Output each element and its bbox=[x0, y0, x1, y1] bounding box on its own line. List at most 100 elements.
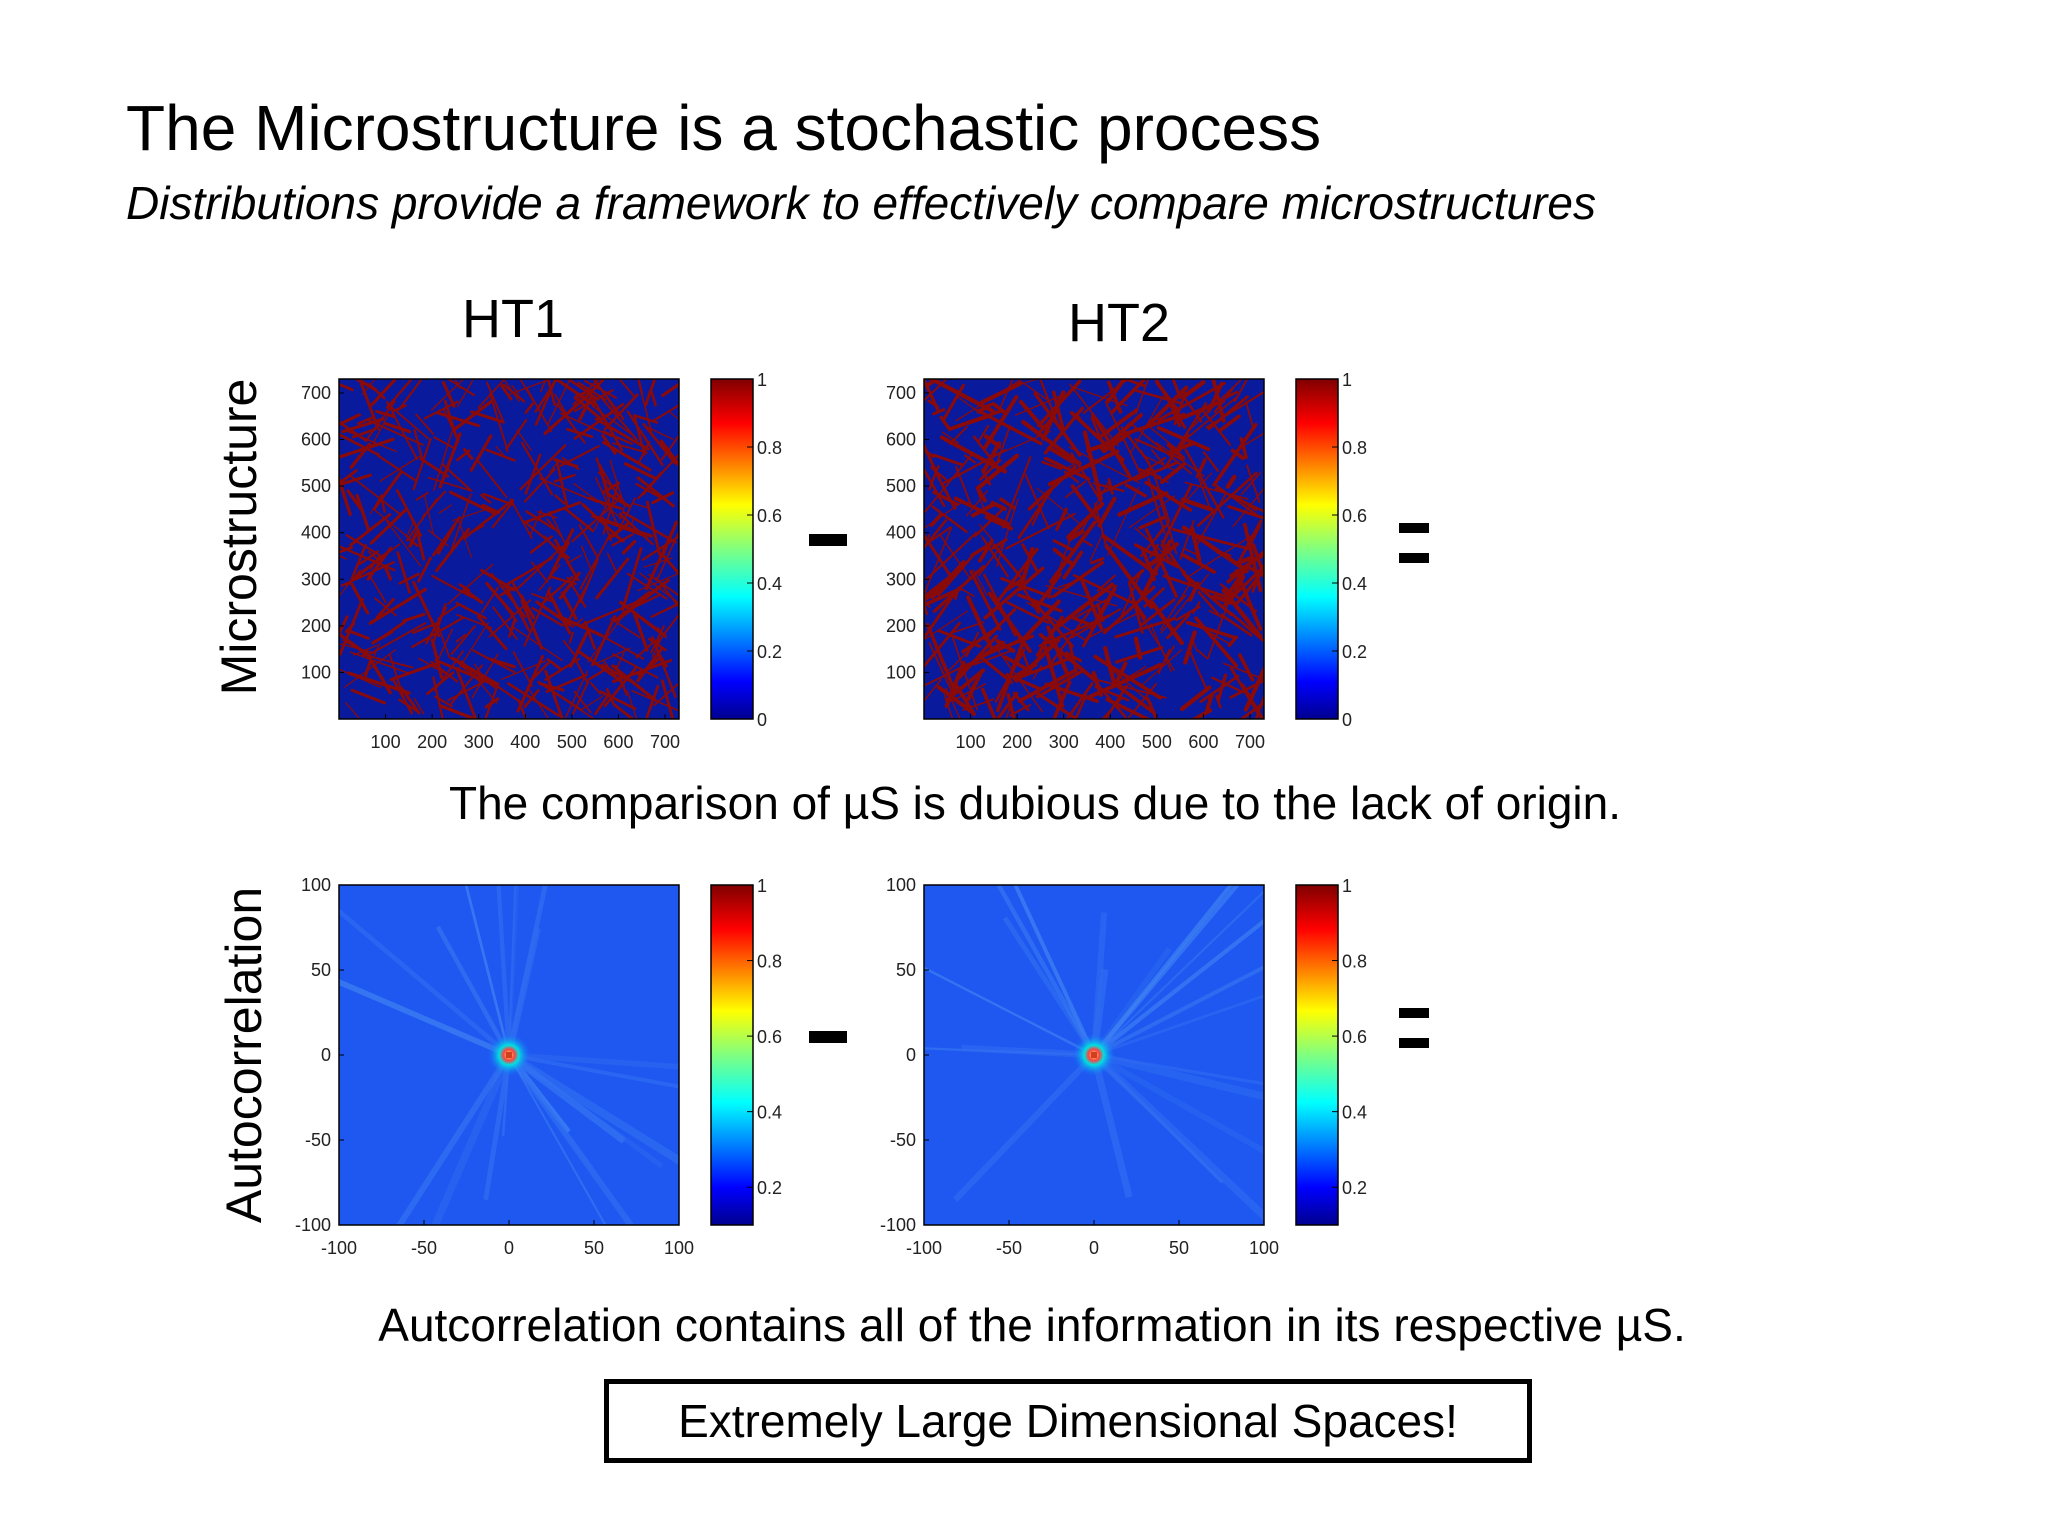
y-tick-label: 700 bbox=[886, 383, 916, 403]
slide-title: The Microstructure is a stochastic proce… bbox=[126, 92, 1322, 164]
colorbar-tick-label: 1 bbox=[1342, 370, 1352, 390]
heatmap-panel-1: 100 200 300 400 500 600 700 100 200 300 400 500 600 7… bbox=[301, 378, 680, 752]
boxed-callout-text: Extremely Large Dimensional Spaces! bbox=[678, 1395, 1458, 1447]
x-tick-label: 0 bbox=[504, 1238, 514, 1258]
colorbar-tick-label: 0.6 bbox=[1342, 506, 1367, 526]
x-tick-label: 200 bbox=[417, 732, 447, 752]
colorbar-tick-label: 0.2 bbox=[1342, 1178, 1367, 1198]
y-tick-label: -100 bbox=[880, 1215, 916, 1235]
x-tick-label: 500 bbox=[1142, 732, 1172, 752]
x-tick-label: 0 bbox=[1089, 1238, 1099, 1258]
colorbar: 0 0.2 0.4 0.6 0.8 1 bbox=[710, 370, 782, 730]
colorbar-scale bbox=[1295, 378, 1339, 720]
colorbar-tick-label: 0.4 bbox=[757, 574, 782, 594]
col-head-ht2: HT2 bbox=[1068, 293, 1171, 353]
colorbar-tick-label: 0.6 bbox=[1342, 1027, 1367, 1047]
x-tick-label: 300 bbox=[1049, 732, 1079, 752]
heatmap-panel-3: -100 -50 0 50 100 -100 -50 0 50 100 bbox=[295, 875, 694, 1258]
equals-operator-bottom-bar1 bbox=[1399, 1008, 1429, 1018]
x-tick-label: 50 bbox=[1169, 1238, 1189, 1258]
y-tick-label: 500 bbox=[301, 476, 331, 496]
x-tick-label: 700 bbox=[1235, 732, 1265, 752]
x-tick-label: 300 bbox=[464, 732, 494, 752]
colorbar-tick-label: 0 bbox=[757, 710, 767, 730]
equals-operator-bottom-bar2 bbox=[1399, 1038, 1429, 1048]
boxed-callout: Extremely Large Dimensional Spaces! bbox=[604, 1379, 1532, 1463]
heatmap-panel-4: -100 -50 0 50 100 -100 -50 0 50 100 bbox=[880, 875, 1279, 1258]
colorbar-tick-label: 0.6 bbox=[757, 506, 782, 526]
colorbar-tick-label: 0.2 bbox=[757, 1178, 782, 1198]
autocorrelation-peak-center bbox=[1091, 1052, 1097, 1058]
colorbar-tick-label: 0.8 bbox=[1342, 952, 1367, 972]
x-tick-label: 400 bbox=[510, 732, 540, 752]
colorbar-tick-label: 1 bbox=[757, 876, 767, 896]
y-tick-label: 100 bbox=[301, 662, 331, 682]
colorbar-tick-label: 0.4 bbox=[1342, 574, 1367, 594]
plot-frame bbox=[923, 378, 1265, 720]
x-tick-label: 100 bbox=[956, 732, 986, 752]
x-tick-label: 100 bbox=[371, 732, 401, 752]
x-tick-label: 100 bbox=[664, 1238, 694, 1258]
y-tick-label: 600 bbox=[301, 430, 331, 450]
y-tick-label: 300 bbox=[886, 569, 916, 589]
autocorrelation-streaks bbox=[339, 885, 679, 1225]
y-tick-label: 200 bbox=[301, 616, 331, 636]
colorbar-scale bbox=[710, 378, 754, 720]
y-tick-label: 500 bbox=[886, 476, 916, 496]
y-tick-label: -50 bbox=[305, 1130, 331, 1150]
x-tick-label: -50 bbox=[411, 1238, 437, 1258]
colorbar-tick-label: 0 bbox=[1342, 710, 1352, 730]
minus-operator-bottom bbox=[809, 1031, 847, 1043]
colorbar-tick-label: 0.4 bbox=[757, 1103, 782, 1123]
slide-subtitle: Distributions provide a framework to eff… bbox=[126, 177, 1596, 229]
colorbar-tick-label: 0.8 bbox=[757, 438, 782, 458]
colorbar-tick-label: 0.2 bbox=[1342, 642, 1367, 662]
x-tick-label: 600 bbox=[603, 732, 633, 752]
y-tick-label: 100 bbox=[886, 875, 916, 895]
y-tick-label: 700 bbox=[301, 383, 331, 403]
y-tick-label: 50 bbox=[896, 960, 916, 980]
colorbar-tick-label: 1 bbox=[1342, 876, 1352, 896]
x-tick-label: 400 bbox=[1095, 732, 1125, 752]
y-tick-label: -100 bbox=[295, 1215, 331, 1235]
y-tick-label: 400 bbox=[886, 523, 916, 543]
y-tick-label: 300 bbox=[301, 569, 331, 589]
x-tick-label: 600 bbox=[1188, 732, 1218, 752]
heatmap-panel-2: 100 200 300 400 500 600 700 100 200 300 400 500 600 7… bbox=[886, 378, 1265, 752]
microstructure-laths bbox=[339, 379, 679, 719]
colorbar-tick-label: 0.6 bbox=[757, 1027, 782, 1047]
y-tick-label: 100 bbox=[886, 662, 916, 682]
autocorrelation-streaks bbox=[924, 885, 1264, 1222]
colorbar: 0.2 0.4 0.6 0.8 1 bbox=[710, 876, 782, 1226]
y-tick-label: 0 bbox=[906, 1045, 916, 1065]
y-tick-label: 50 bbox=[311, 960, 331, 980]
colorbar-tick-label: 0.8 bbox=[757, 952, 782, 972]
colorbar: 0 0.2 0.4 0.6 0.8 1 bbox=[1295, 370, 1367, 730]
x-tick-label: -100 bbox=[321, 1238, 357, 1258]
y-tick-label: 100 bbox=[301, 875, 331, 895]
equals-operator-top-bar1 bbox=[1399, 523, 1429, 533]
colorbar-scale bbox=[710, 884, 754, 1226]
colorbar: 0.2 0.4 0.6 0.8 1 bbox=[1295, 876, 1367, 1226]
x-tick-label: -50 bbox=[996, 1238, 1022, 1258]
colorbar-tick-label: 0.4 bbox=[1342, 1103, 1367, 1123]
y-tick-label: 400 bbox=[301, 523, 331, 543]
microstructure-laths bbox=[924, 379, 1264, 719]
minus-operator-top bbox=[809, 534, 847, 546]
y-tick-label: 600 bbox=[886, 430, 916, 450]
colorbar-scale bbox=[1295, 884, 1339, 1226]
colorbar-tick-label: 1 bbox=[757, 370, 767, 390]
equals-operator-top-bar2 bbox=[1399, 553, 1429, 563]
autocorrelation-peak-center bbox=[506, 1052, 512, 1058]
x-tick-label: 50 bbox=[584, 1238, 604, 1258]
y-tick-label: 0 bbox=[321, 1045, 331, 1065]
plot-frame bbox=[338, 378, 680, 720]
y-tick-label: -50 bbox=[890, 1130, 916, 1150]
x-tick-label: 100 bbox=[1249, 1238, 1279, 1258]
x-tick-label: 700 bbox=[650, 732, 680, 752]
colorbar-tick-label: 0.8 bbox=[1342, 438, 1367, 458]
x-tick-label: 500 bbox=[557, 732, 587, 752]
caption-comparison: The comparison of µS is dubious due to t… bbox=[448, 777, 1622, 829]
caption-autocorrelation: Autcorrelation contains all of the infor… bbox=[378, 1299, 1686, 1351]
